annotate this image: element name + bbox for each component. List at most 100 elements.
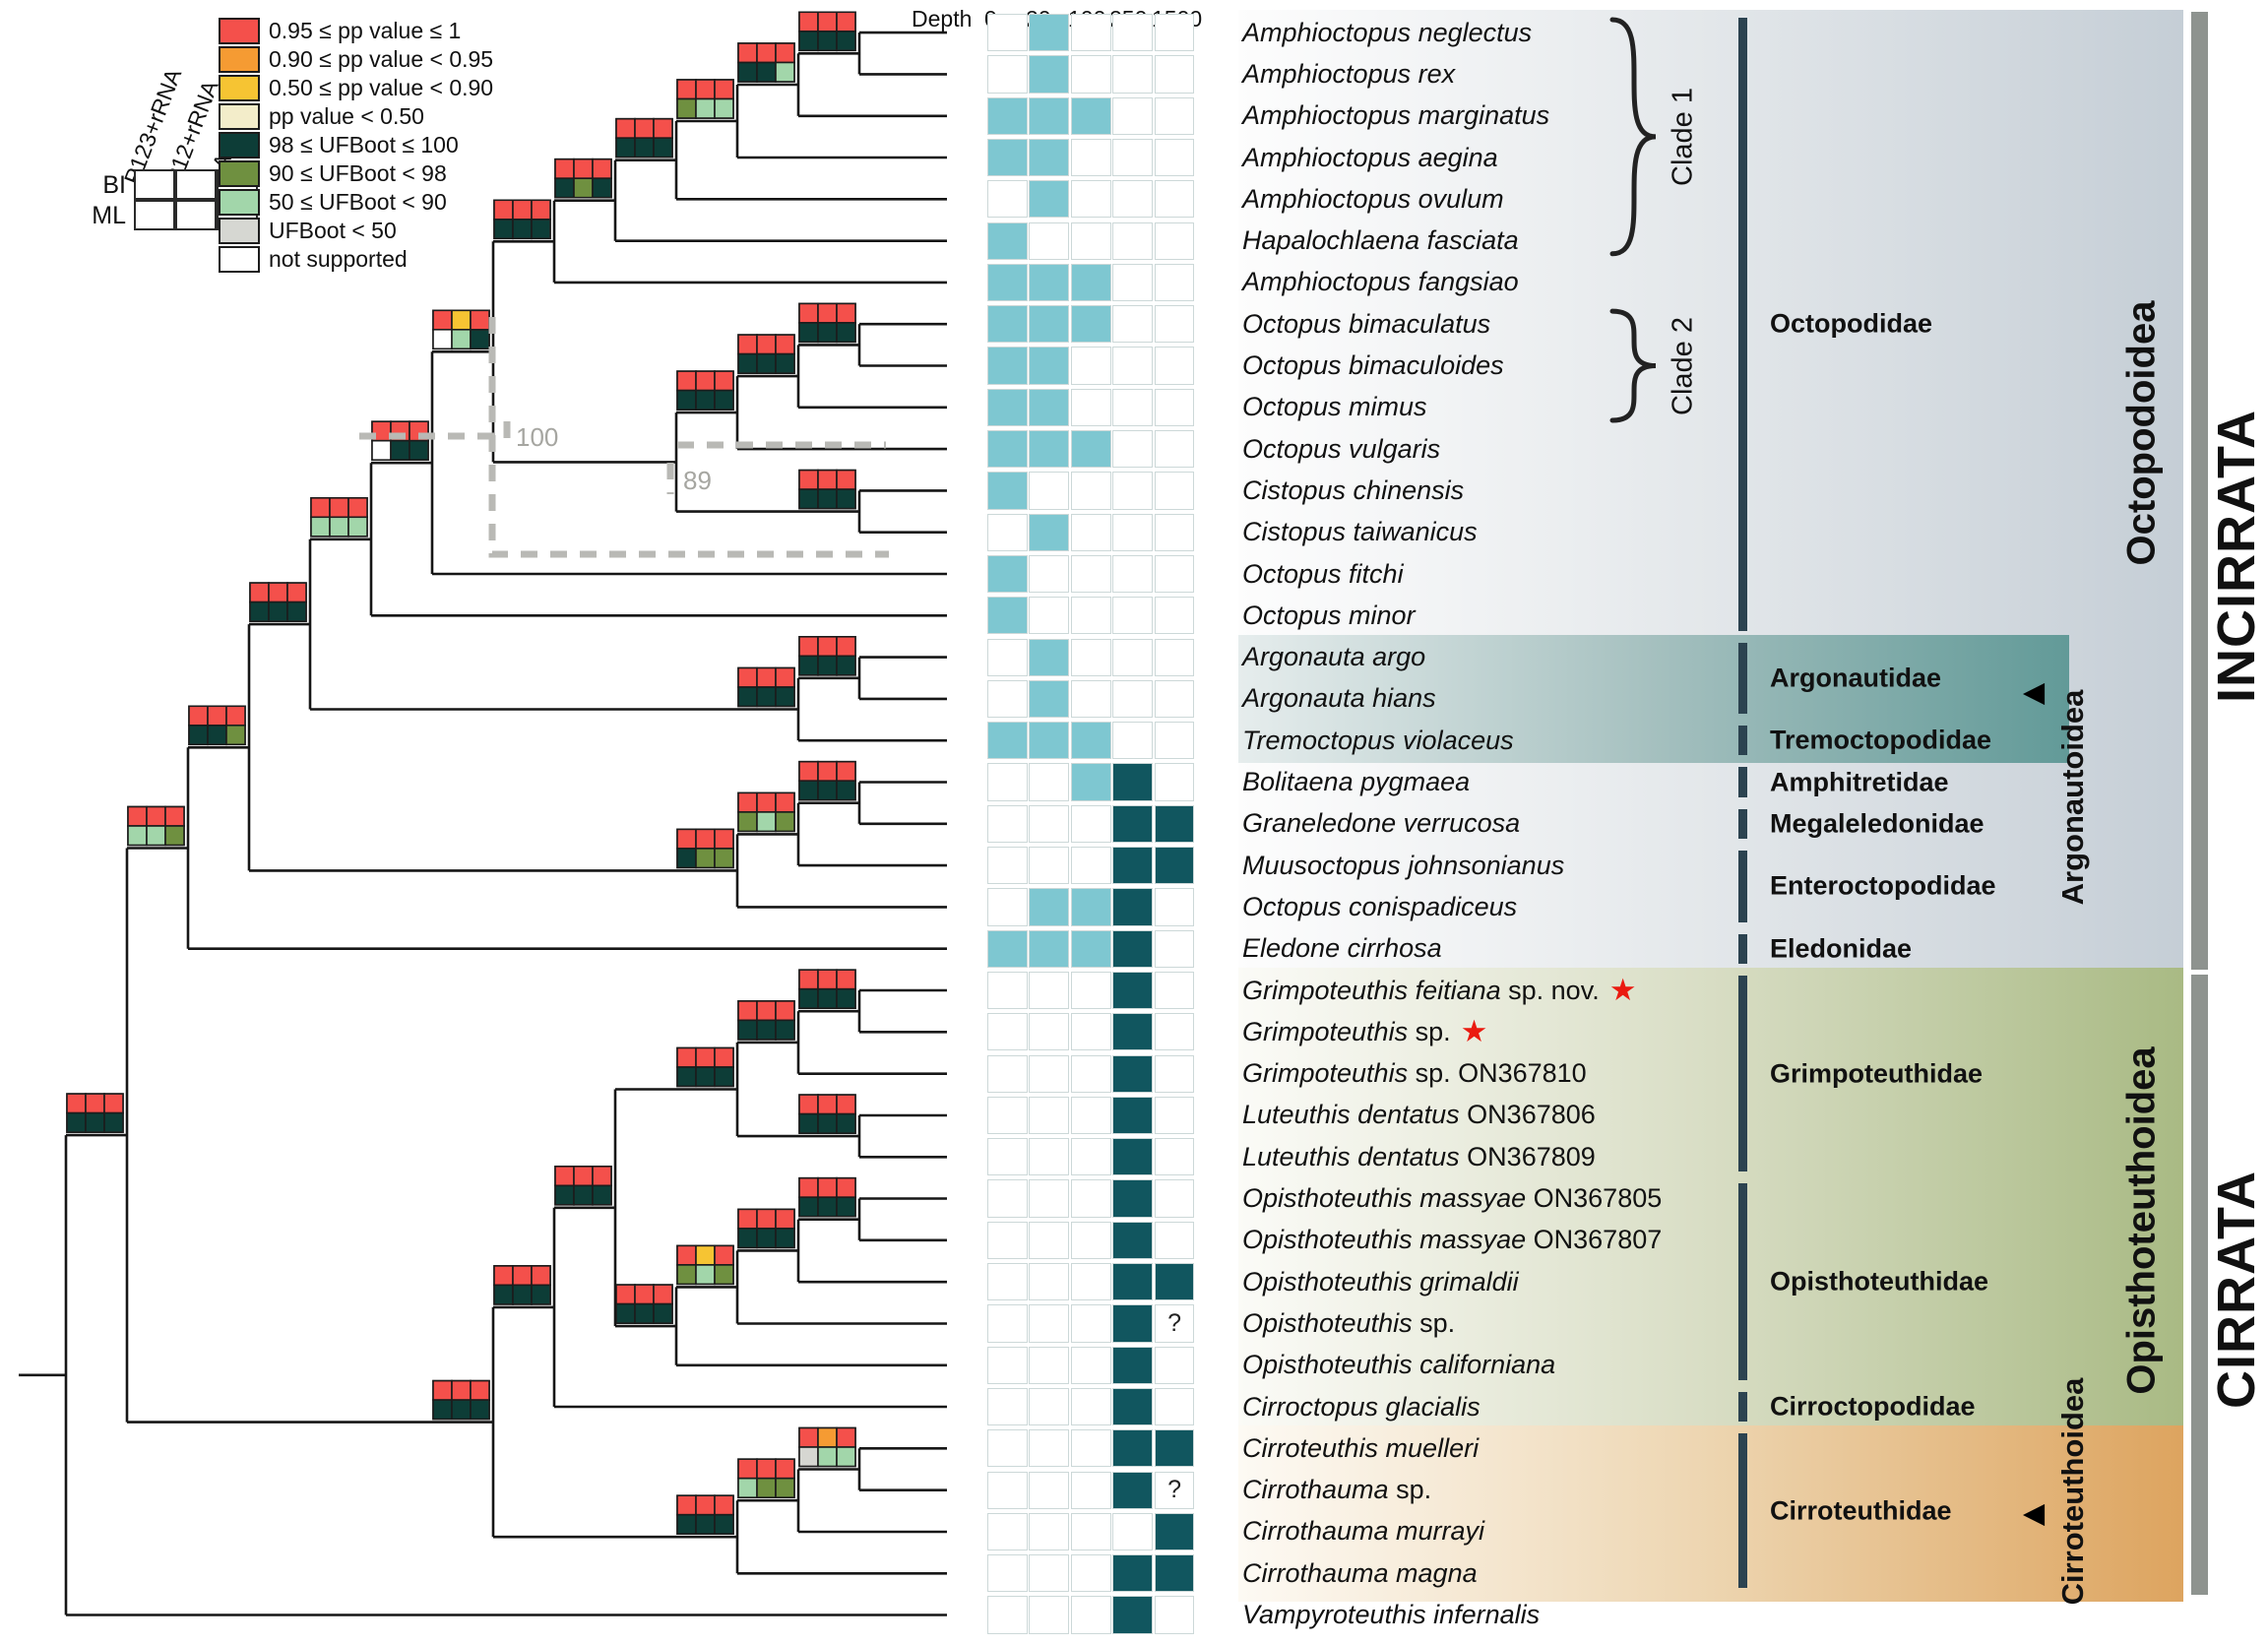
depth-cell — [1154, 472, 1195, 510]
depth-cell — [1070, 847, 1111, 885]
species-label: Octopus bimaculatus — [1242, 303, 1490, 345]
species-label: Eledone cirrhosa — [1242, 928, 1442, 970]
species-label: Graneledone verrucosa — [1242, 803, 1520, 845]
depth-cell — [987, 638, 1028, 676]
legend-item: pp value < 0.50 — [219, 102, 424, 130]
species-name: Cirrothauma — [1242, 1475, 1389, 1505]
support-grid-cell — [775, 352, 795, 374]
family-name: Megaleledonidae — [1770, 808, 1984, 839]
depth-cell — [1070, 763, 1111, 801]
depth-cell — [1154, 1512, 1195, 1551]
legend-label: pp value < 0.50 — [269, 102, 424, 129]
depth-cell — [1029, 763, 1070, 801]
legend-label: 50 ≤ UFBoot < 90 — [269, 188, 447, 215]
depth-cell — [1029, 971, 1070, 1010]
depth-cell — [987, 929, 1028, 968]
species-label: Octopus minor — [1242, 595, 1416, 636]
species-name: Graneledone verrucosa — [1242, 808, 1521, 839]
species-name: Cistopus taiwanicus — [1242, 517, 1478, 547]
species-name: Cirrothauma magna — [1242, 1557, 1478, 1588]
family-name: Argonautidae — [1770, 663, 1942, 693]
support-grid-cell — [836, 322, 856, 344]
depth-cell — [1154, 14, 1195, 52]
species-name: Opisthoteuthis massyae — [1242, 1225, 1527, 1255]
depth-cell — [1070, 1138, 1111, 1176]
depth-cell — [987, 1346, 1028, 1384]
depth-cell — [987, 1554, 1028, 1593]
species-label: Octopus bimaculoides — [1242, 345, 1504, 386]
depth-cell — [1112, 1512, 1154, 1551]
key-cell — [175, 200, 217, 230]
legend-swatch — [219, 245, 260, 273]
species-name: Amphioctopus rex — [1242, 58, 1456, 89]
species-label: Octopus conispadiceus — [1242, 886, 1517, 927]
species-name: Tremoctopus violaceus — [1242, 725, 1514, 755]
species-name: Opisthoteuthis californiana — [1242, 1350, 1556, 1380]
depth-cell — [1154, 1013, 1195, 1051]
species-label: Opisthoteuthis grimaldii — [1242, 1261, 1519, 1302]
family-name: Amphitretidae — [1770, 767, 1949, 797]
depth-cell — [1070, 1013, 1111, 1051]
support-grid-cell — [714, 389, 734, 411]
support-grid-cell — [836, 1112, 856, 1134]
depth-cell — [1112, 722, 1154, 760]
species-name: Argonauta hians — [1242, 683, 1436, 714]
dash-support-value: 89 — [683, 466, 712, 495]
species-label: Cirrothauma sp. — [1242, 1470, 1431, 1511]
depth-cell — [1154, 638, 1195, 676]
support-grid-cell — [714, 97, 734, 119]
depth-cell — [1029, 430, 1070, 469]
family-name: Grimpoteuthidae — [1770, 1058, 1984, 1089]
depth-cell — [1112, 1596, 1154, 1634]
depth-cell — [1154, 138, 1195, 177]
species-name: Cirroctopus glacialis — [1242, 1391, 1480, 1422]
depth-cell — [1154, 971, 1195, 1010]
depth-cell — [1070, 305, 1111, 344]
depth-cell — [1070, 1179, 1111, 1218]
depth-cell — [1029, 1512, 1070, 1551]
depth-cell — [987, 1096, 1028, 1135]
depth-cell — [1029, 347, 1070, 385]
depth-cell — [987, 1471, 1028, 1509]
species-label: Grimpoteuthis sp. ★ — [1242, 1011, 1487, 1052]
support-grid-cell — [592, 1184, 612, 1206]
depth-cell — [1154, 1596, 1195, 1634]
species-name: Luteuthis dentatus — [1242, 1100, 1460, 1130]
depth-cell — [1154, 305, 1195, 344]
clade-braces — [1609, 17, 1657, 423]
depth-cell — [987, 263, 1028, 302]
species-label: Opisthoteuthis massyae ON367805 — [1242, 1177, 1662, 1219]
depth-cell — [1029, 1054, 1070, 1093]
depth-cell — [1112, 1346, 1154, 1384]
legend-label: 90 ≤ UFBoot < 98 — [269, 159, 447, 186]
family-name: Opisthoteuthidae — [1770, 1266, 1988, 1297]
depth-cell — [987, 347, 1028, 385]
depth-cell — [987, 554, 1028, 594]
species-suffix: ON367809 — [1459, 1141, 1596, 1171]
depth-cell — [987, 763, 1028, 801]
depth-cell — [1029, 1221, 1070, 1259]
depth-cell — [1070, 597, 1111, 635]
species-label: Opisthoteuthis sp. — [1242, 1302, 1455, 1344]
superfamily-name: Cirroteuthoidea — [2055, 1377, 2090, 1606]
species-label: Amphioctopus fangsiao — [1242, 262, 1519, 303]
depth-cell — [1070, 263, 1111, 302]
depth-cell — [1112, 1429, 1154, 1468]
support-grid-cell — [836, 780, 856, 801]
species-suffix: sp. — [1412, 1307, 1456, 1338]
depth-cell — [987, 138, 1028, 177]
support-grid-cell — [714, 1513, 734, 1535]
depth-cell — [1154, 430, 1195, 469]
species-label: Cirrothauma murrayi — [1242, 1511, 1484, 1552]
depth-cell — [1029, 472, 1070, 510]
depth-cell — [1154, 722, 1195, 760]
depth-cell — [1112, 1138, 1154, 1176]
depth-cell — [1029, 263, 1070, 302]
support-grid-cell — [836, 30, 856, 52]
key-row-label: ML — [92, 202, 126, 229]
suborder-name: CIRRATA — [2207, 1170, 2266, 1409]
legend-label: 0.50 ≤ pp value < 0.90 — [269, 74, 494, 100]
family-name: Tremoctopodidae — [1770, 725, 1992, 755]
depth-cell — [1154, 1429, 1195, 1468]
depth-cell — [1070, 180, 1111, 219]
